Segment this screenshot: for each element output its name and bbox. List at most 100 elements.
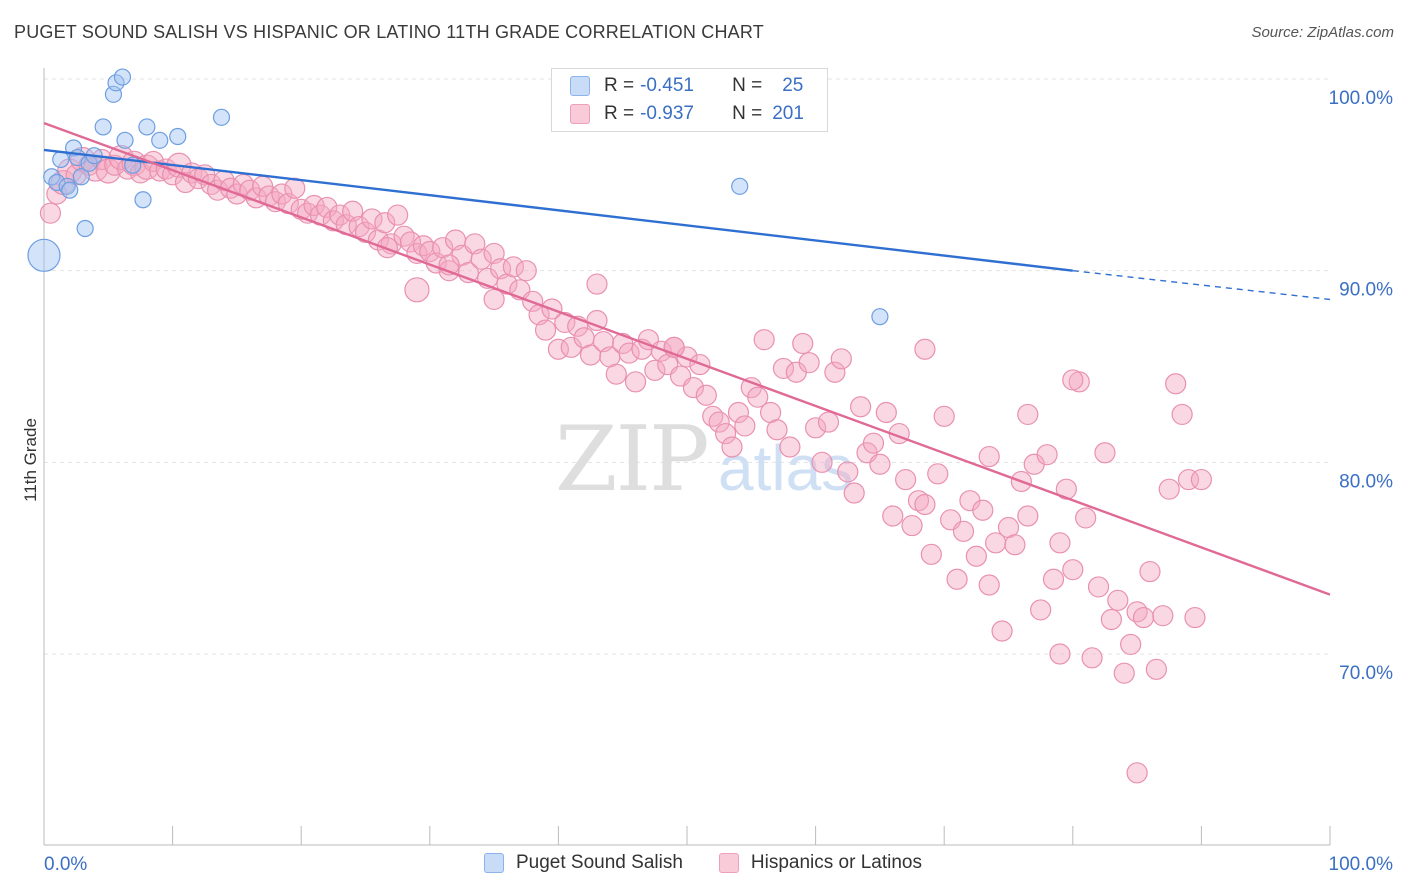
- hispanic-point: [837, 461, 859, 483]
- legend-swatch-hispanic: [718, 853, 739, 873]
- legend-swatch-hispanic: [570, 104, 590, 124]
- hispanic-point: [1145, 658, 1167, 680]
- salish-point: [52, 150, 70, 169]
- legend-n-value: 201: [772, 103, 804, 124]
- legend-item-hispanic: Hispanics or Latinos: [718, 852, 922, 874]
- hispanic-point: [946, 568, 968, 590]
- hispanic-point: [605, 363, 627, 385]
- hispanic-point: [419, 240, 441, 263]
- hispanic-point: [727, 401, 750, 424]
- hispanic-point: [695, 384, 717, 406]
- hispanic-point: [843, 482, 865, 504]
- hispanic-point: [869, 453, 891, 475]
- hispanic-point: [1081, 647, 1103, 669]
- hispanic-point: [965, 545, 987, 567]
- salish-point: [116, 131, 134, 149]
- hispanic-point: [376, 237, 398, 259]
- hispanic-point: [644, 359, 666, 381]
- hispanic-point: [586, 273, 608, 295]
- hispanic-point: [875, 401, 897, 424]
- trend-lines: [43, 121, 1331, 596]
- salish-point: [72, 168, 90, 186]
- hispanic-point: [1120, 633, 1142, 656]
- hispanic-point: [1165, 373, 1187, 395]
- hispanic-point: [914, 493, 936, 516]
- hispanic-point: [734, 415, 756, 437]
- y-tick-label: 80.0%: [1339, 471, 1393, 492]
- hispanic-point: [1036, 444, 1058, 466]
- hispanic-point: [862, 432, 885, 454]
- salish-trend-line: [43, 148, 1073, 272]
- hispanic-point: [393, 225, 415, 247]
- hispanic-point: [1087, 576, 1110, 598]
- hispanic-trend-line: [43, 121, 1331, 596]
- salish-point: [731, 177, 749, 195]
- hispanic-point: [361, 208, 383, 230]
- hispanic-point: [586, 309, 608, 332]
- tick-labels: 100.0% 90.0% 80.0% 70.0% 0.0% 100.0%: [44, 88, 1393, 875]
- legend-r-label: R =: [604, 75, 635, 96]
- hispanic-point: [978, 445, 1000, 468]
- hispanic-point: [830, 348, 852, 370]
- hispanic-point: [972, 499, 994, 521]
- x-tick-label-max: 100.0%: [1329, 854, 1394, 875]
- hispanic-point: [811, 451, 833, 473]
- hispanic-point: [1075, 507, 1097, 529]
- hispanic-point: [1158, 478, 1180, 500]
- chart-title: PUGET SOUND SALISH VS HISPANIC OR LATINO…: [14, 22, 764, 42]
- hispanic-point: [747, 386, 769, 408]
- stats-legend: R = -0.451 N = 25 R = -0.937 N = 201: [551, 68, 828, 132]
- hispanic-point: [387, 204, 409, 226]
- hispanic-point: [927, 463, 949, 485]
- legend-r-value: -0.451: [640, 75, 694, 96]
- y-tick-label: 70.0%: [1339, 663, 1393, 684]
- salish-point: [212, 108, 231, 126]
- hispanic-point: [554, 311, 576, 334]
- hispanic-point: [470, 248, 492, 270]
- legend-swatch-salish: [570, 76, 590, 96]
- hispanic-point: [1004, 534, 1026, 556]
- salish-point: [61, 181, 79, 199]
- hispanic-point: [850, 396, 872, 418]
- salish-point: [113, 68, 132, 86]
- hispanic-point: [708, 411, 730, 433]
- legend-n-value: 25: [782, 75, 804, 96]
- hispanic-point: [1126, 601, 1148, 623]
- hispanic-point: [1042, 568, 1065, 590]
- hispanic-point: [618, 342, 640, 364]
- hispanic-point: [1190, 468, 1213, 491]
- hispanic-point: [817, 411, 840, 433]
- legend-item-salish: Puget Sound Salish: [484, 852, 683, 874]
- legend-row-salish: R = -0.451 N = 25: [570, 73, 803, 99]
- hispanic-point: [779, 436, 801, 458]
- hispanic-point: [798, 352, 820, 374]
- y-tick-label: 90.0%: [1339, 280, 1393, 301]
- salish-point: [169, 127, 187, 146]
- source-credit: Source: ZipAtlas.com: [1251, 24, 1394, 41]
- hispanic-point: [1113, 662, 1135, 684]
- hispanic-point: [920, 543, 942, 565]
- hispanic-point: [933, 405, 955, 427]
- salish-point: [138, 118, 156, 136]
- hispanic-point: [753, 329, 775, 351]
- salish-point: [94, 118, 112, 136]
- legend-swatch-salish: [484, 853, 504, 873]
- hispanic-point: [624, 371, 647, 393]
- series-legend: Puget Sound Salish Hispanics or Latinos: [0, 852, 1406, 874]
- hispanic-point: [1152, 605, 1174, 627]
- hispanic-point: [483, 288, 505, 311]
- hispanic-point: [348, 215, 370, 238]
- legend-r-value: -0.937: [640, 103, 694, 124]
- axes: [43, 68, 1331, 846]
- salish-point: [76, 219, 94, 238]
- salish-point: [151, 131, 169, 149]
- salish-point: [134, 191, 152, 209]
- legend-n-label: N =: [732, 103, 763, 124]
- hispanic-point: [515, 260, 537, 282]
- hispanic-point: [354, 221, 377, 243]
- salish-point: [27, 238, 61, 272]
- hispanic-point: [1177, 468, 1200, 491]
- watermark-zip: ZIP: [555, 407, 708, 512]
- hispanic-point: [1017, 403, 1039, 426]
- hispanic-point: [804, 417, 827, 439]
